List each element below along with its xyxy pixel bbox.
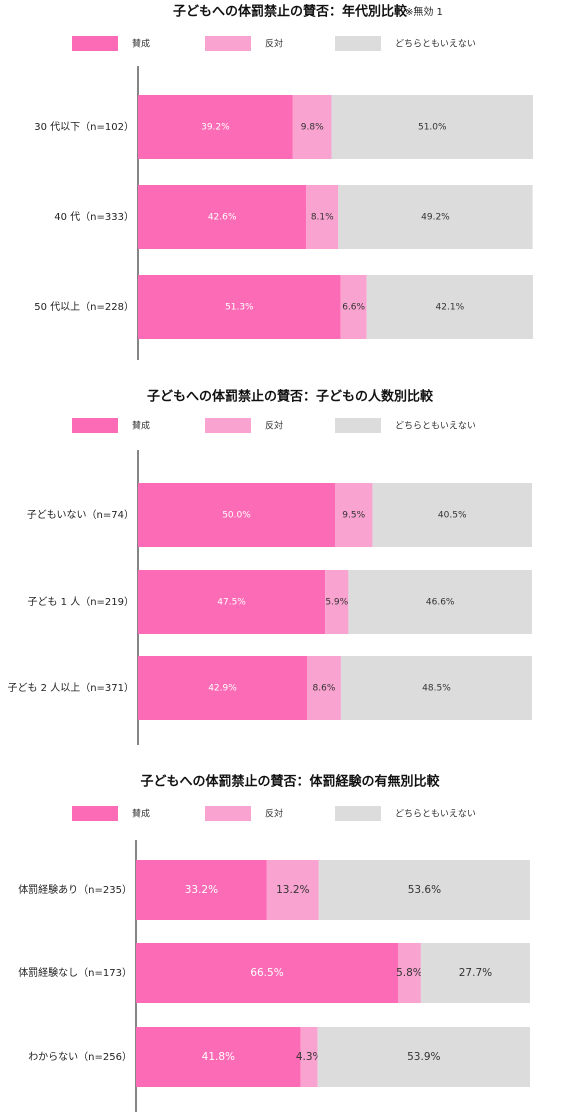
bar-segment: [325, 570, 349, 634]
data-label: 41.8%: [202, 1051, 235, 1063]
legend-label: 反対: [265, 420, 283, 432]
data-label: 9.8%: [301, 123, 324, 133]
chart-title: 子どもへの体罰禁止の賛否：子どもの人数別比較: [147, 389, 434, 405]
bar-segment: [366, 275, 533, 339]
bar-segment: [372, 483, 532, 547]
bar-segment: [138, 570, 326, 634]
bar-segment: [138, 483, 335, 547]
bar-segment: [317, 1027, 530, 1087]
data-label: 50.0%: [222, 511, 251, 521]
category-label: わからない（n=256）: [28, 1051, 132, 1063]
data-label: 46.6%: [426, 598, 455, 608]
data-label: 40.5%: [438, 511, 467, 521]
legend-label: どちらともいえない: [395, 809, 476, 820]
data-label: 8.1%: [311, 213, 334, 223]
data-label: 49.2%: [421, 213, 450, 223]
data-label: 6.6%: [342, 303, 365, 313]
legend-label: 反対: [265, 808, 283, 820]
data-label: 13.2%: [276, 884, 309, 896]
data-label: 39.2%: [201, 123, 230, 133]
legend-label: 賛成: [132, 420, 150, 432]
chart-note: ※無効 1: [405, 5, 443, 18]
legend-swatch: [335, 36, 381, 51]
bar-segment: [266, 860, 319, 920]
legend-swatch: [72, 36, 118, 51]
legend-label: どちらともいえない: [395, 421, 476, 432]
legend-swatch: [335, 806, 381, 821]
legend-swatch: [72, 806, 118, 821]
bar-segment: [348, 570, 532, 634]
bar-segment: [136, 1027, 301, 1087]
data-label: 42.9%: [208, 684, 237, 694]
data-label: 8.6%: [313, 684, 336, 694]
data-label: 5.8%: [396, 967, 423, 979]
bar-segment: [340, 656, 532, 720]
data-label: 42.1%: [436, 303, 465, 313]
legend-label: どちらともいえない: [395, 39, 476, 50]
data-label: 66.5%: [250, 967, 283, 979]
legend: 賛成 反対 どちらともいえない: [72, 806, 476, 821]
legend-swatch: [205, 36, 251, 51]
legend-swatch: [72, 418, 118, 433]
data-label: 9.5%: [342, 511, 365, 521]
legend: 賛成 反対 どちらともいえない: [72, 36, 476, 51]
bar-segment: [340, 275, 367, 339]
bar-segment: [335, 483, 373, 547]
legend-label: 賛成: [132, 38, 150, 50]
data-label: 51.3%: [225, 303, 254, 313]
bar-segment: [138, 95, 293, 159]
bar-segment: [138, 275, 341, 339]
legend-swatch: [205, 806, 251, 821]
data-label: 51.0%: [418, 123, 447, 133]
data-label: 33.2%: [185, 884, 218, 896]
category-label: 子ども 1 人（n=219）: [27, 596, 134, 608]
legend: 賛成 反対 どちらともいえない: [72, 418, 476, 433]
bar-segment: [420, 943, 530, 1003]
chart-1: 子どもへの体罰禁止の賛否：年代別比較※無効 1 賛成 反対 どちらともいえない 30 代…: [34, 4, 533, 360]
category-label: 40 代（n=333）: [54, 211, 134, 223]
category-label: 50 代以上（n=228）: [34, 301, 134, 313]
chart-title: 子どもへの体罰禁止の賛否：年代別比較: [173, 4, 408, 20]
bar-segment: [306, 185, 339, 249]
bar-segment: [138, 185, 307, 249]
data-label: 47.5%: [217, 598, 246, 608]
bar-segment: [318, 860, 530, 920]
bar-segment: [136, 943, 399, 1003]
bar-segment: [331, 95, 533, 159]
data-label: 4.3%: [296, 1051, 323, 1063]
legend-label: 賛成: [132, 808, 150, 820]
bar-segment: [398, 943, 421, 1003]
legend-label: 反対: [265, 38, 283, 50]
bar-segment: [136, 860, 267, 920]
data-label: 53.6%: [408, 884, 441, 896]
bar-segment: [138, 656, 308, 720]
legend-swatch: [335, 418, 381, 433]
category-label: 体罰経験なし（n=173）: [18, 966, 132, 979]
category-label: 子どもいない（n=74）: [27, 509, 134, 521]
category-label: 体罰経験あり（n=235）: [18, 883, 132, 896]
bar-segment: [338, 185, 533, 249]
bar-segment: [300, 1027, 318, 1087]
category-label: 30 代以下（n=102）: [34, 121, 134, 133]
data-label: 27.7%: [459, 967, 492, 979]
legend-swatch: [205, 418, 251, 433]
category-label: 子ども 2 人以上（n=371）: [7, 682, 134, 694]
data-label: 53.9%: [407, 1051, 440, 1063]
bar-segment: [292, 95, 332, 159]
data-label: 48.5%: [422, 684, 451, 694]
data-label: 42.6%: [208, 213, 237, 223]
bar-segment: [307, 656, 341, 720]
chart-title: 子どもへの体罰禁止の賛否：体罰経験の有無別比較: [140, 774, 440, 790]
data-label: 5.9%: [325, 598, 348, 608]
